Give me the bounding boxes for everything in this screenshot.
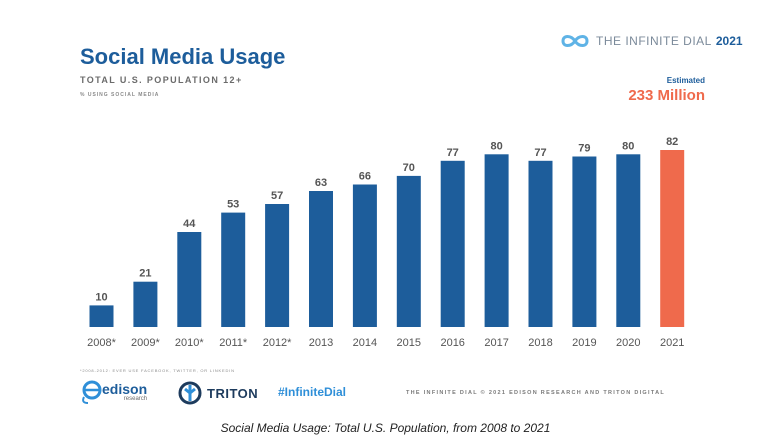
x-tick-label-2012: 2012* [263, 337, 292, 349]
x-tick-label-2013: 2013 [309, 337, 333, 349]
hashtag: #InfiniteDial [278, 385, 347, 399]
bar-2010 [177, 232, 202, 327]
x-tick-label-2009: 2009* [131, 337, 160, 349]
chart-measure-label: % USING SOCIAL MEDIA [80, 92, 160, 98]
edison-sub: research [123, 395, 148, 402]
chart-subtitle: TOTAL U.S. POPULATION 12+ [80, 75, 243, 85]
x-tick-label-2020: 2020 [616, 337, 640, 349]
edison-name: edison [102, 380, 148, 397]
bar-2012 [265, 204, 290, 327]
data-label-2012: 57 [271, 190, 283, 202]
x-tick-label-2017: 2017 [484, 337, 508, 349]
bar-2018 [528, 160, 553, 327]
data-label-2009: 21 [139, 268, 151, 280]
chart-title: Social Media Usage [80, 44, 286, 69]
data-label-2013: 63 [315, 177, 327, 189]
x-tick-label-2016: 2016 [440, 337, 464, 349]
bar-2016 [440, 160, 465, 327]
data-label-2019: 79 [578, 143, 590, 155]
bar-2020 [616, 154, 641, 327]
x-tick-label-2015: 2015 [397, 337, 421, 349]
data-label-2020: 80 [622, 140, 634, 152]
triton-logo: TRITON [178, 380, 258, 406]
estimated-value: 233 Million [628, 87, 705, 104]
bar-2014 [352, 184, 377, 327]
data-label-2021: 82 [666, 136, 678, 148]
data-label-2016: 77 [447, 147, 459, 159]
x-tick-label-2010: 2010* [175, 337, 204, 349]
infinity-icon [561, 35, 589, 47]
x-tick-label-2014: 2014 [353, 337, 377, 349]
bar-2019 [572, 156, 597, 327]
x-tick-label-2008: 2008* [87, 337, 116, 349]
edison-e-icon [82, 380, 102, 404]
bar-2013 [309, 191, 333, 327]
bar-2021 [660, 150, 685, 327]
brand-year: 2021 [715, 34, 743, 48]
x-tick-label-2011: 2011* [219, 337, 248, 349]
bar-2017 [484, 154, 509, 327]
bar-2015 [396, 175, 421, 327]
data-label-2014: 66 [359, 171, 371, 183]
triton-emblem-icon [178, 381, 202, 405]
x-tick-label-2019: 2019 [572, 337, 596, 349]
triton-name: TRITON [207, 385, 259, 401]
data-label-2011: 53 [227, 199, 239, 211]
infinite-dial-brand: THE INFINITE DIAL 2021 [560, 33, 743, 49]
copyright: THE INFINITE DIAL © 2021 EDISON RESEARCH… [406, 390, 666, 396]
data-label-2015: 70 [403, 162, 415, 174]
chart-slide: Social Media Usage TOTAL U.S. POPULATION… [80, 33, 743, 406]
data-label-2008: 10 [95, 291, 107, 303]
data-label-2017: 80 [490, 140, 502, 152]
data-label-2018: 77 [534, 147, 546, 159]
data-label-2010: 44 [183, 218, 196, 230]
bar-chart: 10 2008* 21 2009* 44 2010* 53 2011* 57 2012* 63 201… [87, 136, 685, 349]
footnote: *2008-2012: EVER USE FACEBOOK, TWITTER, … [80, 368, 235, 373]
estimated-label: Estimated [666, 76, 705, 85]
bar-2009 [133, 281, 158, 327]
brand-text: THE INFINITE DIAL [596, 34, 712, 48]
x-tick-label-2018: 2018 [528, 337, 552, 349]
x-tick-label-2021: 2021 [660, 337, 684, 349]
bar-2008 [89, 305, 114, 327]
bar-2011 [221, 212, 246, 327]
figure-caption: Social Media Usage: Total U.S. Populatio… [220, 421, 551, 435]
edison-logo: edison research [80, 378, 147, 406]
